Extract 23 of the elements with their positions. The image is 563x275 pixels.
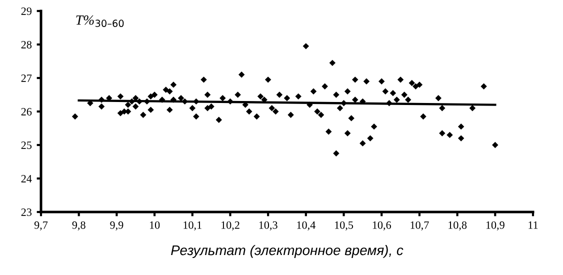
x-axis-title: Результат (электронное время), с [171,244,404,258]
y-tick-label: 27 [21,74,32,82]
x-tick-label: 11 [528,221,538,229]
x-tick-label: 10 [150,221,160,229]
x-tick-label: 10,7 [410,221,429,230]
x-tick-label: 10,5 [335,221,354,230]
x-tick-label: 10,4 [297,221,316,230]
y-tick-label: 25 [21,141,32,149]
y-tick-label: 29 [21,7,32,15]
x-tick-label: 9,7 [34,221,48,230]
x-tick-label: 10,2 [221,221,240,230]
x-tick-label: 10,3 [259,221,278,230]
y-tick-label: 24 [21,174,32,182]
x-tick-label: 10,1 [184,221,202,230]
x-tick-label: 9,9 [110,221,124,230]
x-tick-label: 10,6 [372,221,392,230]
y-tick-label: 26 [21,108,32,116]
y-axis-title: T%$_{30–60}$ [76,15,124,28]
y-tick-label: 23 [21,208,32,216]
x-tick-label: 10,9 [486,221,504,230]
y-tick-label: 28 [21,40,32,48]
x-tick-label: 9,8 [72,221,86,230]
x-tick-label: 10,8 [448,221,467,230]
